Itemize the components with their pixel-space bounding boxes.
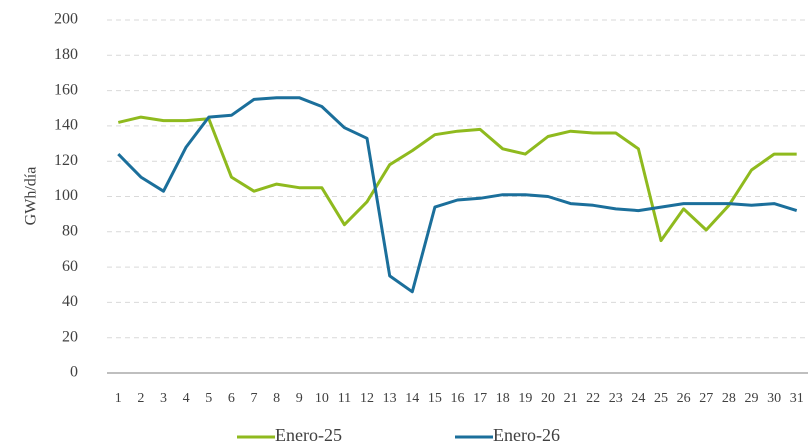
x-tick-label: 2 bbox=[137, 391, 144, 406]
y-tick-label: 60 bbox=[62, 258, 78, 275]
x-tick-label: 20 bbox=[541, 391, 555, 406]
x-tick-label: 15 bbox=[428, 391, 442, 406]
y-tick-label: 100 bbox=[54, 187, 78, 204]
x-tick-label: 18 bbox=[496, 391, 510, 406]
x-tick-label: 27 bbox=[699, 391, 713, 406]
y-tick-label: 80 bbox=[62, 222, 78, 239]
x-tick-label: 31 bbox=[790, 391, 804, 406]
x-tick-label: 19 bbox=[518, 391, 532, 406]
y-tick-label: 200 bbox=[54, 11, 78, 28]
series-line bbox=[117, 115, 797, 243]
y-tick-label: 40 bbox=[62, 293, 78, 310]
x-tick-label: 13 bbox=[383, 391, 397, 406]
x-tick-label: 12 bbox=[360, 391, 374, 406]
x-tick-label: 6 bbox=[228, 391, 235, 406]
y-tick-label: 120 bbox=[54, 152, 78, 169]
x-tick-label: 4 bbox=[183, 391, 190, 406]
x-tick-label: 23 bbox=[609, 391, 623, 406]
y-axis-title: GWh/día bbox=[23, 167, 40, 226]
x-tick-label: 25 bbox=[654, 391, 668, 406]
x-tick-label: 26 bbox=[677, 391, 691, 406]
x-tick-label: 11 bbox=[338, 391, 351, 406]
y-tick-label: 180 bbox=[54, 46, 78, 63]
x-tick-label: 17 bbox=[473, 391, 487, 406]
x-tick-label: 9 bbox=[296, 391, 303, 406]
x-tick-label: 10 bbox=[315, 391, 329, 406]
x-tick-label: 7 bbox=[250, 391, 257, 406]
x-tick-label: 21 bbox=[564, 391, 578, 406]
legend-label: Enero-26 bbox=[493, 425, 560, 445]
y-tick-label: 160 bbox=[54, 81, 78, 98]
x-tick-label: 5 bbox=[205, 391, 212, 406]
x-tick-label: 8 bbox=[273, 391, 280, 406]
x-tick-label: 28 bbox=[722, 391, 736, 406]
x-tick-label: 16 bbox=[451, 391, 465, 406]
legend-label: Enero-25 bbox=[275, 425, 342, 445]
x-tick-label: 22 bbox=[586, 391, 600, 406]
x-tick-label: 3 bbox=[160, 391, 167, 406]
y-tick-label: 0 bbox=[70, 364, 78, 381]
x-tick-label: 1 bbox=[115, 391, 122, 406]
x-tick-label: 24 bbox=[631, 391, 645, 406]
x-tick-label: 14 bbox=[405, 391, 419, 406]
y-tick-label: 20 bbox=[62, 328, 78, 345]
x-tick-label: 29 bbox=[744, 391, 758, 406]
x-tick-label: 30 bbox=[767, 391, 781, 406]
series-line bbox=[117, 96, 798, 294]
y-tick-label: 140 bbox=[54, 117, 78, 134]
